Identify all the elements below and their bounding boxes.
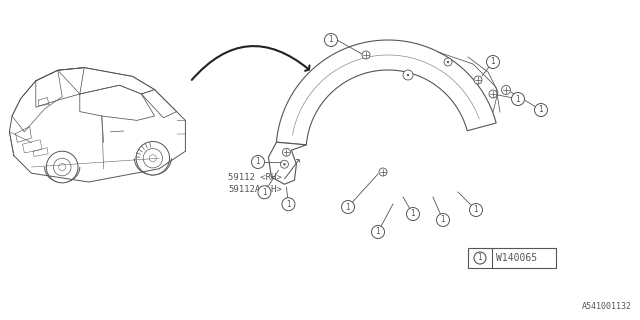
Circle shape [371,226,385,238]
Text: 59112 <RH>: 59112 <RH> [228,173,282,182]
Circle shape [403,70,413,80]
Circle shape [407,74,409,76]
Circle shape [284,163,285,165]
Circle shape [136,141,170,175]
Text: 59112A<LH>: 59112A<LH> [228,185,282,194]
Circle shape [149,155,156,162]
Circle shape [324,34,337,46]
Text: 1: 1 [477,253,483,262]
Text: 1: 1 [262,188,267,197]
Circle shape [447,61,449,63]
Text: A541001132: A541001132 [582,302,632,311]
Circle shape [282,198,295,211]
Text: 1: 1 [286,200,291,209]
Circle shape [406,207,419,220]
Circle shape [534,103,547,116]
Text: W140065: W140065 [496,253,537,263]
Circle shape [258,186,271,199]
Text: 1: 1 [491,58,495,67]
Circle shape [282,148,291,156]
Text: 1: 1 [328,36,333,44]
Circle shape [252,156,264,169]
Circle shape [486,55,499,68]
Circle shape [59,164,66,171]
Bar [468,248,556,268]
Circle shape [53,158,71,176]
Polygon shape [276,40,496,145]
Circle shape [470,204,483,217]
Circle shape [474,76,482,84]
Text: 1: 1 [516,94,520,103]
Text: 1: 1 [411,210,415,219]
Text: 1: 1 [539,106,543,115]
Circle shape [489,90,497,98]
Circle shape [511,92,525,106]
Text: 1: 1 [376,228,380,236]
Circle shape [436,213,449,227]
Circle shape [474,252,486,264]
Text: 1: 1 [474,205,478,214]
Text: 1: 1 [440,215,445,225]
Text: 1: 1 [346,203,350,212]
Text: 1: 1 [255,157,260,166]
Circle shape [379,168,387,176]
Circle shape [280,160,289,168]
Polygon shape [268,142,307,184]
Circle shape [46,151,78,183]
Circle shape [342,201,355,213]
Circle shape [502,85,511,94]
Circle shape [444,58,452,66]
Circle shape [143,148,163,168]
Circle shape [362,51,370,59]
